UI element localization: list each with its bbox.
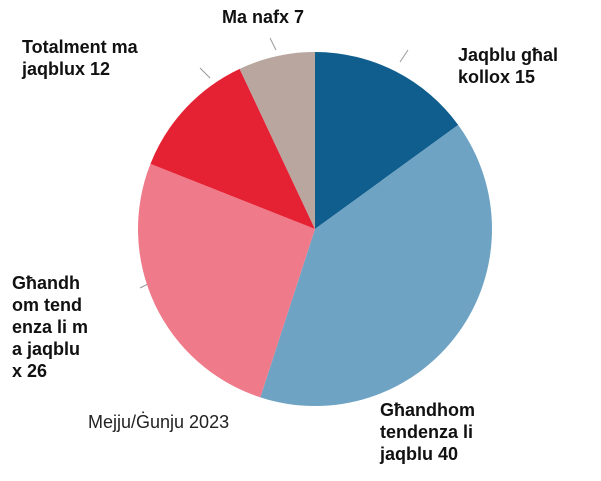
label-value: 15: [515, 67, 536, 87]
label-value: 26: [27, 361, 48, 381]
slice-label: Totalment ma jaqblux 12: [22, 36, 182, 80]
pie-slice: [138, 163, 315, 398]
pie-slice: [239, 52, 315, 229]
slice-label: Għandhom tendenza li ma jaqblux 26: [12, 272, 90, 382]
label-value: 40: [438, 444, 459, 464]
subtitle: Mejju/Ġunju 2023: [88, 412, 230, 432]
label-name: Ma nafx: [222, 7, 290, 27]
label-name: Għandhom tendenza li ma jaqblux: [12, 273, 89, 381]
pie-slice: [150, 68, 315, 229]
pie-slice: [315, 52, 459, 229]
label-value: 12: [90, 59, 111, 79]
label-name: Totalment ma jaqblux: [22, 37, 138, 79]
slice-label: Għandhom tendenza li jaqblu 40: [380, 399, 520, 465]
slice-label: Ma nafx 7: [222, 6, 372, 28]
slice-label: Jaqblu għal kollox 15: [458, 44, 588, 88]
pie-slice: [260, 124, 493, 407]
label-name: Għandhom tendenza li jaqblu: [380, 400, 475, 464]
label-value: 7: [294, 7, 305, 27]
label-name: Jaqblu għal kollox: [458, 45, 559, 87]
